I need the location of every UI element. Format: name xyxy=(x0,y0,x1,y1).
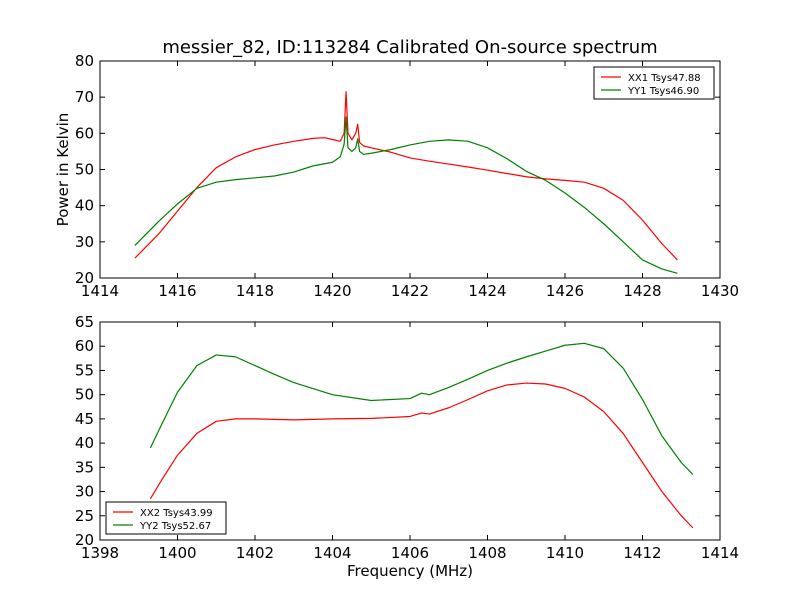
x-tick-label: 1414 xyxy=(81,282,119,300)
y-tick-label: 50 xyxy=(75,386,94,404)
y-tick-label: 35 xyxy=(75,458,94,476)
x-axis-label: Frequency (MHz) xyxy=(347,562,473,580)
x-tick-label: 1410 xyxy=(546,544,584,562)
y-tick-label: 60 xyxy=(75,337,94,355)
x-tick-label: 1420 xyxy=(313,282,351,300)
y-tick-label: 55 xyxy=(75,361,94,379)
x-tick-label: 1404 xyxy=(313,544,351,562)
figure-title: messier_82, ID:113284 Calibrated On-sour… xyxy=(162,37,657,58)
x-tick-label: 1412 xyxy=(623,544,661,562)
x-tick-label: 1426 xyxy=(546,282,584,300)
chart-panels: 1414 1416 1418 1420 1422 1424 1426 1428 1430 20 30… xyxy=(54,52,739,580)
y-tick-label: 80 xyxy=(75,52,94,70)
x-tick-label: 1402 xyxy=(236,544,274,562)
x-tick-label: 1400 xyxy=(158,544,196,562)
panel-1: 1414 1416 1418 1420 1422 1424 1426 1428 1430 20 30… xyxy=(54,52,739,300)
y-tick-label: 40 xyxy=(75,197,94,215)
series-line-2-1 xyxy=(149,382,694,529)
x-tick-label: 1398 xyxy=(81,544,119,562)
y-tick-label: 30 xyxy=(75,483,94,501)
legend-box xyxy=(105,501,227,535)
x-tick-label: 1406 xyxy=(391,544,429,562)
y-tick-label: 20 xyxy=(75,269,94,287)
series-line-1-2 xyxy=(134,116,678,274)
y-tick-label: 60 xyxy=(75,124,94,142)
x-tick-label: 1422 xyxy=(391,282,429,300)
y-tick-label: 25 xyxy=(75,507,94,525)
y-tick-label: 70 xyxy=(75,88,94,106)
y-tick-label: 20 xyxy=(75,531,94,549)
legend-entry: YY1 Tsys46.90 xyxy=(627,86,699,97)
y-tick-label: 45 xyxy=(75,410,94,428)
legend-1: XX1 Tsys47.88 YY1 Tsys46.90 xyxy=(593,66,715,100)
y-tick-label: 65 xyxy=(75,313,94,331)
x-tick-label: 1418 xyxy=(236,282,274,300)
x-tick-label: 1408 xyxy=(468,544,506,562)
y-tick-label: 50 xyxy=(75,161,94,179)
panel-2: 1398 1400 1402 1404 1406 1408 1410 1412 1414 20 25… xyxy=(75,313,739,580)
y-tick-label: 30 xyxy=(75,233,94,251)
legend-entry: YY2 Tsys52.67 xyxy=(139,521,211,532)
y-tick-label: 40 xyxy=(75,434,94,452)
legend-entry: XX2 Tsys43.99 xyxy=(140,508,213,519)
y-axis-label: Power in Kelvin xyxy=(54,113,72,227)
x-tick-label: 1416 xyxy=(158,282,196,300)
x-tick-label: 1428 xyxy=(623,282,661,300)
plot-area-2 xyxy=(149,342,694,529)
x-tick-label: 1414 xyxy=(701,544,739,562)
legend-2: XX2 Tsys43.99 YY2 Tsys52.67 xyxy=(105,501,227,535)
series-line-1-1 xyxy=(134,91,678,261)
plot-area-1 xyxy=(134,91,678,274)
legend-entry: XX1 Tsys47.88 xyxy=(628,73,701,84)
x-tick-label: 1430 xyxy=(701,282,739,300)
legend-box xyxy=(593,66,715,100)
series-line-2-2 xyxy=(149,342,694,476)
x-tick-label: 1424 xyxy=(468,282,506,300)
